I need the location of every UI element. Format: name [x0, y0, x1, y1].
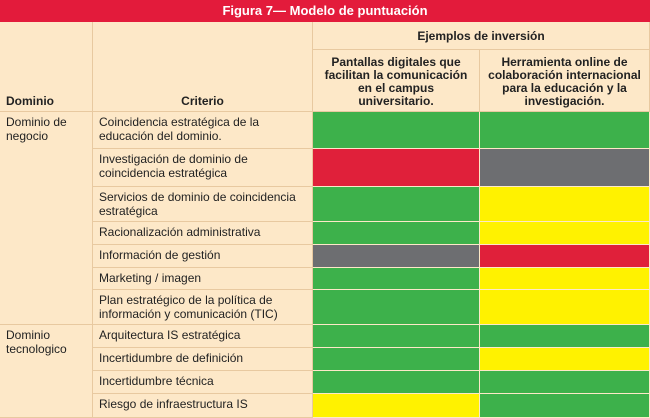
score-cell [313, 371, 480, 394]
example-header: Pantallas digitales que facilitan la com… [313, 50, 480, 112]
score-cell [480, 290, 650, 325]
criterion-cell: Incertidumbre de definición [93, 348, 313, 371]
group-header: Ejemplos de inversión [313, 22, 650, 50]
score-cell [480, 245, 650, 268]
criterion-cell: Incertidumbre técnica [93, 371, 313, 394]
criterion-cell: Arquitectura IS estratégica [93, 325, 313, 348]
criterion-cell: Investigación de dominio de coincidencia… [93, 149, 313, 187]
score-cell [480, 222, 650, 245]
score-cell [313, 290, 480, 325]
figure-title: Figura 7— Modelo de puntuación [0, 0, 650, 22]
score-cell [313, 348, 480, 371]
score-cell [480, 348, 650, 371]
score-cell [480, 149, 650, 187]
criterion-cell: Marketing / imagen [93, 268, 313, 290]
domain-header: Dominio [0, 22, 93, 112]
score-cell [480, 394, 650, 418]
score-cell [480, 325, 650, 348]
domain-cell: Dominio de negocio [0, 112, 93, 325]
criterion-header: Criterio [93, 22, 313, 112]
score-cell [480, 187, 650, 222]
score-cell [313, 187, 480, 222]
score-cell [480, 371, 650, 394]
score-cell [313, 222, 480, 245]
score-cell [313, 245, 480, 268]
score-cell [313, 112, 480, 149]
domain-cell: Dominio tecnologico [0, 325, 93, 418]
criterion-cell: Coincidencia estratégica de la educación… [93, 112, 313, 149]
score-cell [313, 149, 480, 187]
example-header: Herramienta online de colaboración inter… [480, 50, 650, 112]
score-cell [313, 394, 480, 418]
criterion-cell: Racionalización administrativa [93, 222, 313, 245]
score-cell [313, 268, 480, 290]
score-cell [480, 268, 650, 290]
score-cell [313, 325, 480, 348]
criterion-cell: Servicios de dominio de coincidencia est… [93, 187, 313, 222]
criterion-cell: Plan estratégico de la política de infor… [93, 290, 313, 325]
score-cell [480, 112, 650, 149]
criterion-cell: Información de gestión [93, 245, 313, 268]
criterion-cell: Riesgo de infraestructura IS [93, 394, 313, 418]
